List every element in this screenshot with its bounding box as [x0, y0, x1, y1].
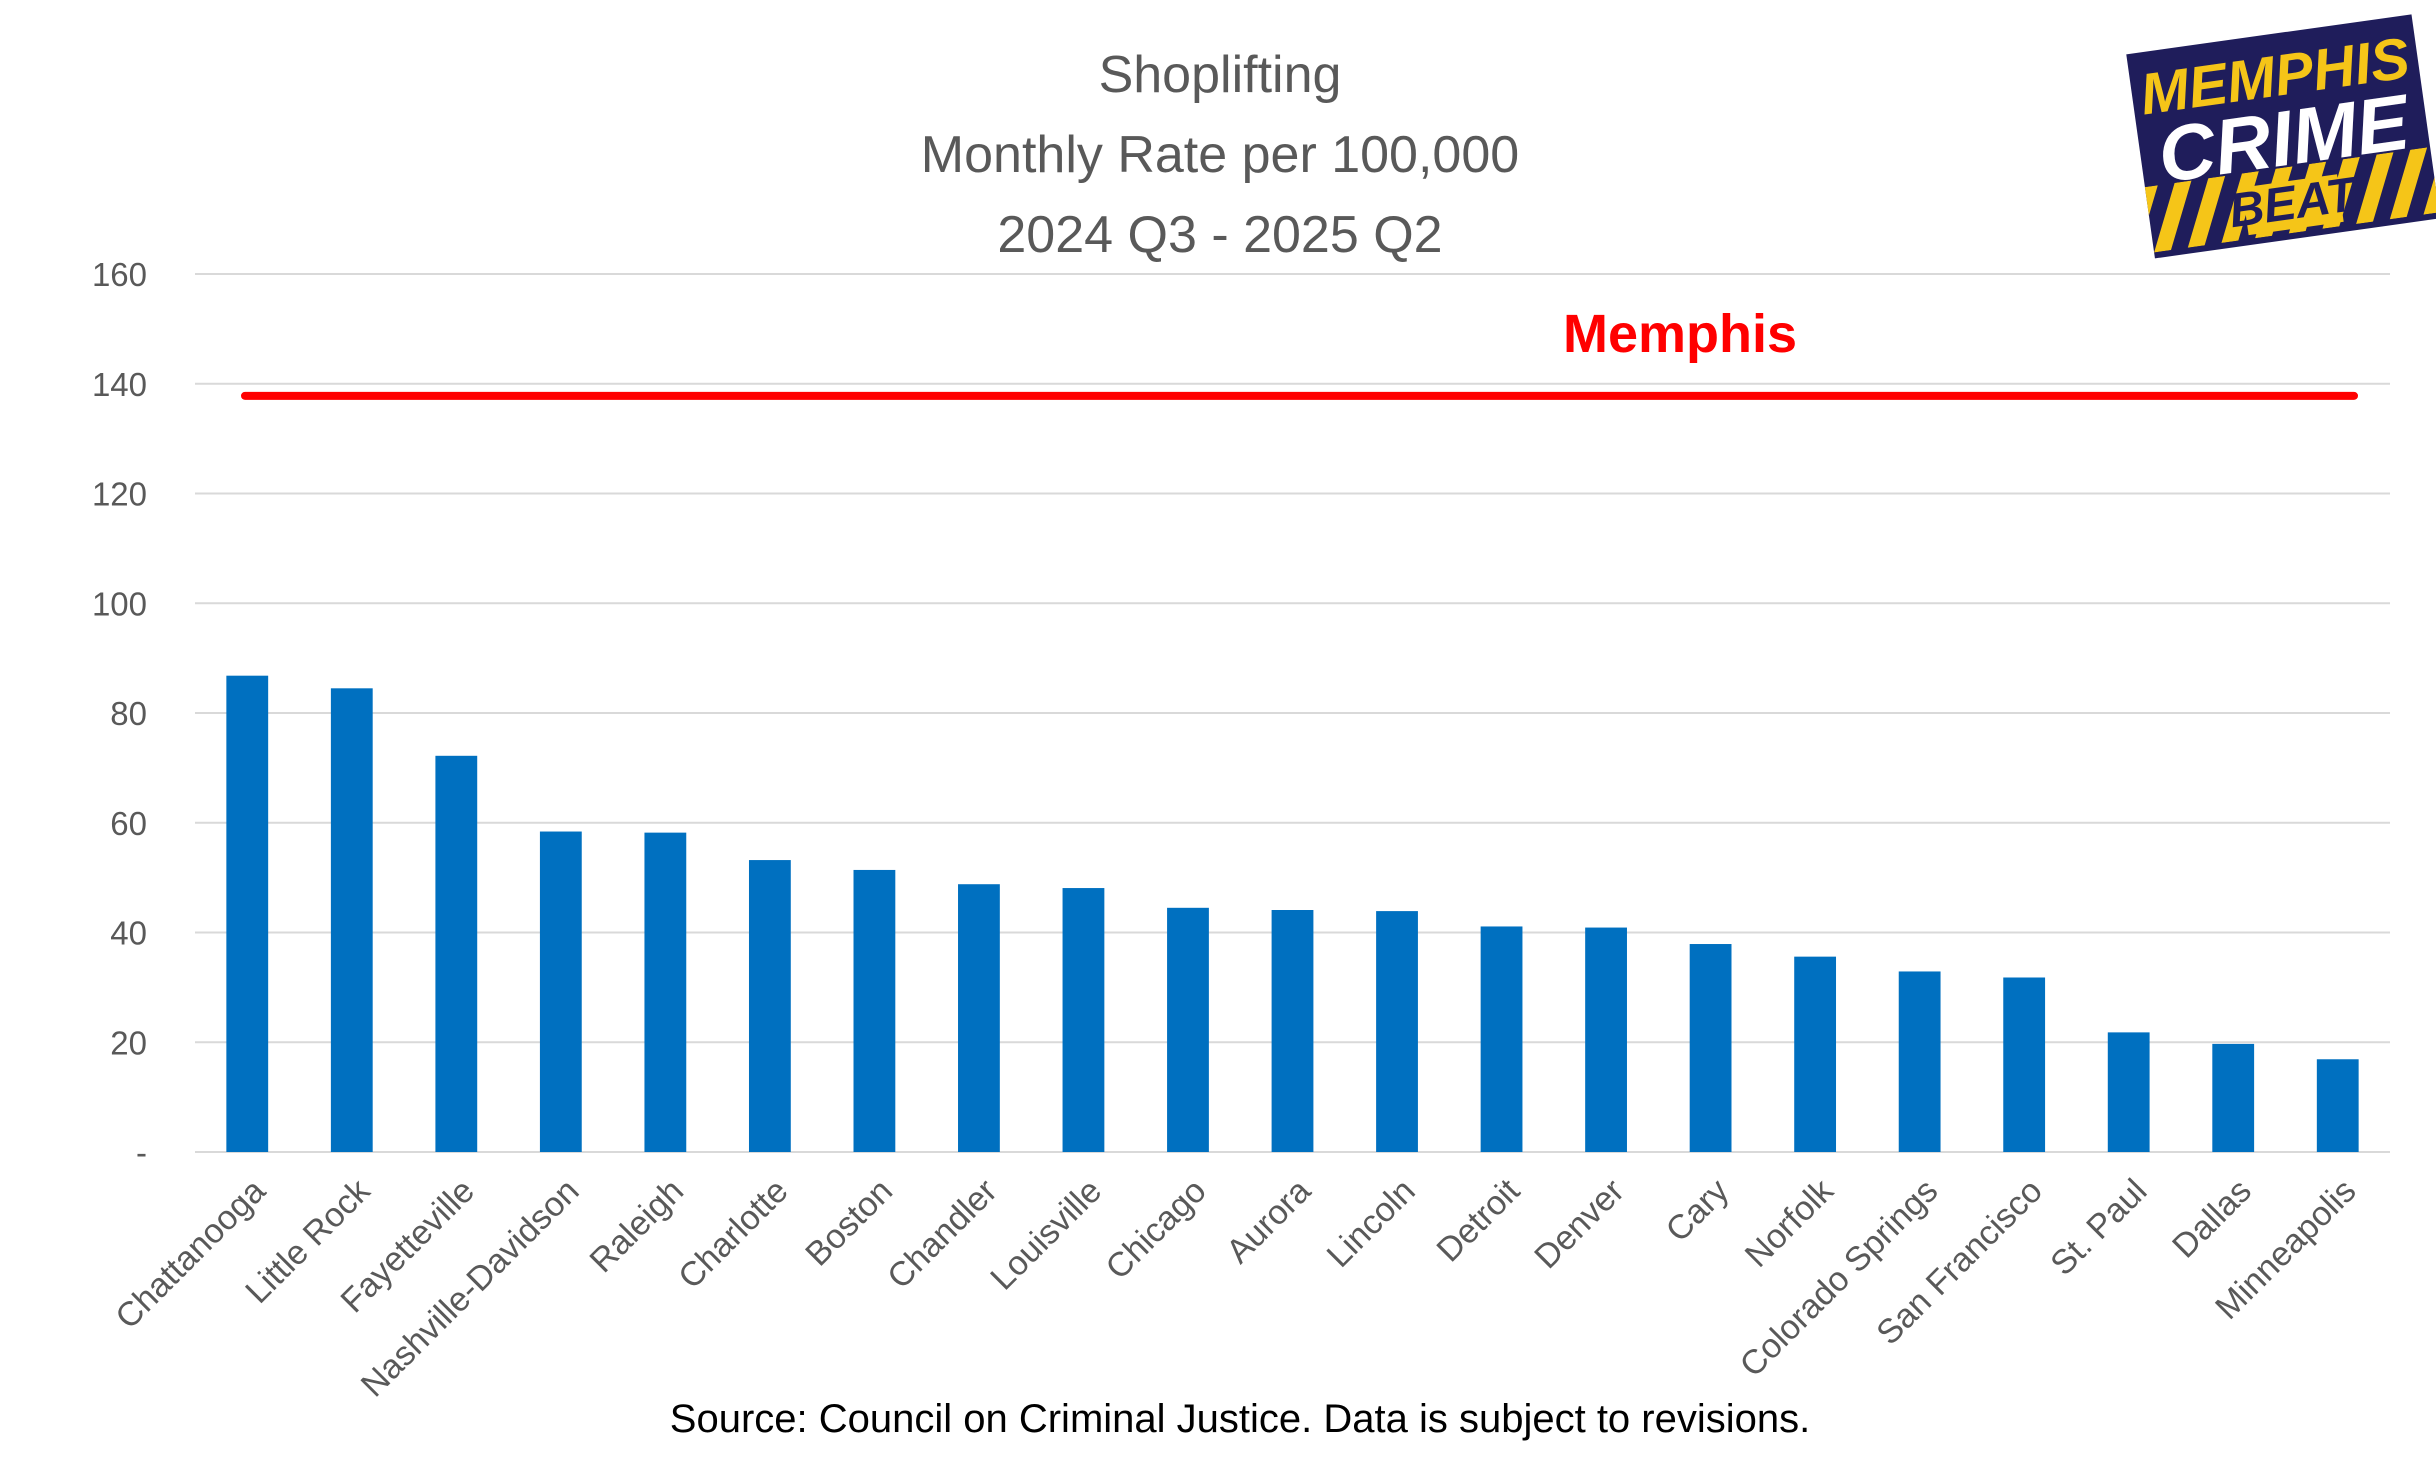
x-tick-label: Aurora	[1219, 1172, 1318, 1271]
logo-stripe	[2144, 185, 2158, 253]
x-tick-label: Chattanooga	[108, 1172, 273, 1337]
bar	[1271, 910, 1314, 1152]
bar	[1062, 888, 1105, 1152]
x-tick-label: Norfolk	[1738, 1171, 1842, 1275]
logo-caution-stripes	[2078, 147, 2436, 262]
x-tick-label: Chandler	[880, 1172, 1004, 1296]
y-tick-label: 120	[92, 476, 147, 513]
chart-title: Shoplifting Monthly Rate per 100,000 202…	[921, 46, 1519, 264]
bar	[435, 755, 478, 1152]
x-tick-label: Colorado Springs	[1733, 1172, 1946, 1385]
bar	[539, 831, 582, 1152]
memphis-reference-label: Memphis	[1563, 304, 1797, 364]
x-tick-label: Cary	[1659, 1172, 1737, 1250]
x-tick-label: Denver	[1527, 1172, 1631, 1276]
source-note: Source: Council on Criminal Justice. Dat…	[670, 1397, 1810, 1441]
bar	[2003, 977, 2046, 1152]
chart-title-line-3: 2024 Q3 - 2025 Q2	[997, 206, 1442, 264]
chart-title-line-1: Shoplifting	[1099, 46, 1342, 104]
x-tick-label: Boston	[798, 1172, 900, 1274]
y-tick-label: 140	[92, 366, 147, 403]
bar	[1794, 956, 1837, 1152]
x-tick-label: Chicago	[1099, 1172, 1214, 1287]
bar	[226, 675, 269, 1152]
bar	[1480, 926, 1523, 1152]
x-tick-label: Lincoln	[1320, 1172, 1423, 1275]
logo-stripe	[2187, 175, 2226, 248]
bar	[748, 860, 791, 1152]
bars	[226, 675, 2359, 1152]
x-tick-label: Charlotte	[671, 1172, 795, 1296]
memphis-reference: Memphis	[241, 304, 2358, 400]
logo-stripe	[2356, 152, 2394, 225]
logo-stripe	[2423, 147, 2436, 215]
y-tick-label: 100	[92, 585, 147, 622]
logo-beat-plate	[2241, 174, 2344, 236]
bar	[2316, 1059, 2359, 1152]
bar	[1689, 944, 1732, 1152]
logo-stripe	[2154, 180, 2192, 253]
bar	[2107, 1032, 2150, 1152]
bar	[1167, 907, 1209, 1152]
bar	[1898, 971, 1941, 1152]
y-tick-label: 160	[92, 256, 147, 293]
y-tick-label: 20	[110, 1024, 147, 1061]
logo-stripe	[2078, 190, 2134, 262]
chart-title-line-2: Monthly Rate per 100,000	[921, 126, 1519, 184]
x-tick-label: St. Paul	[2043, 1172, 2154, 1283]
x-tick-label: Dallas	[2165, 1172, 2259, 1266]
bar	[958, 884, 1000, 1152]
bar	[644, 832, 687, 1152]
bar	[330, 688, 373, 1152]
y-tick-label: 60	[110, 805, 147, 842]
x-tick-label: Raleigh	[583, 1172, 691, 1280]
memphis-crime-beat-logo: MEMPHIS CRIME BEAT	[2078, 14, 2436, 262]
x-tick-label: Detroit	[1430, 1171, 1528, 1269]
bar	[2212, 1043, 2255, 1152]
bar	[1376, 911, 1418, 1152]
logo-stripe	[2389, 147, 2428, 220]
y-tick-label: -	[136, 1134, 147, 1171]
y-tick-label: 80	[110, 695, 147, 732]
y-axis-tick-labels: - 20 40 60 80 100 120 140 160	[92, 256, 147, 1171]
bar	[853, 869, 896, 1152]
bar	[1585, 927, 1627, 1152]
x-tick-label: Louisville	[983, 1172, 1109, 1298]
y-tick-label: 40	[110, 915, 147, 952]
